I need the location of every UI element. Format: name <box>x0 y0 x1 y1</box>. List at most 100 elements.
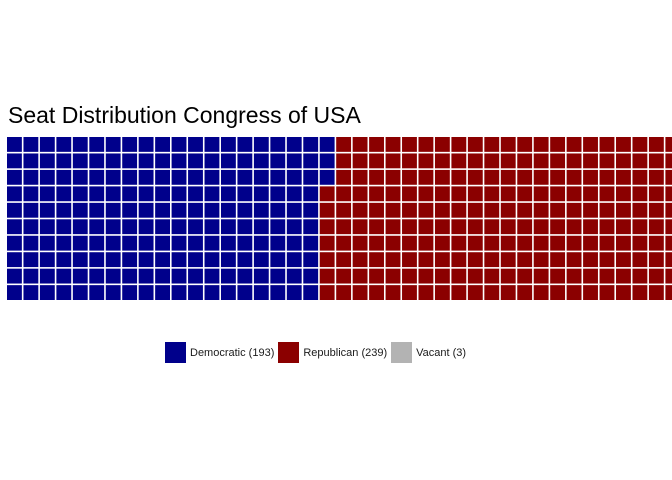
seat-republican <box>648 285 664 300</box>
seat-democratic <box>253 235 269 251</box>
seat-republican <box>632 285 648 300</box>
seat-republican <box>500 153 516 169</box>
seat-democratic <box>39 137 55 152</box>
seat-republican <box>533 202 549 218</box>
seat-democratic <box>105 169 121 185</box>
seat-republican <box>484 202 500 218</box>
seat-democratic <box>23 202 39 218</box>
seat-democratic <box>171 137 187 152</box>
seat-republican <box>369 137 384 152</box>
seat-republican <box>616 235 631 251</box>
seat-democratic <box>138 202 154 218</box>
seat-republican <box>648 219 664 235</box>
seat-republican <box>616 186 631 202</box>
seat-republican <box>566 252 582 268</box>
seat-democratic <box>23 186 39 202</box>
seat-republican <box>369 153 384 169</box>
seat-democratic <box>105 285 121 300</box>
seat-republican <box>451 285 467 300</box>
seat-republican <box>385 186 401 202</box>
seat-democratic <box>56 285 72 300</box>
seat-democratic <box>319 153 335 169</box>
seat-republican <box>616 285 631 300</box>
seat-democratic <box>89 268 105 284</box>
seat-republican <box>583 202 598 218</box>
seat-democratic <box>89 137 105 152</box>
seat-republican <box>418 285 434 300</box>
seat-republican <box>319 252 335 268</box>
seat-democratic <box>105 186 121 202</box>
seat-democratic <box>72 137 88 152</box>
seat-democratic <box>7 252 22 268</box>
seat-democratic <box>286 169 302 185</box>
seat-republican <box>550 219 566 235</box>
seat-democratic <box>138 186 154 202</box>
seat-democratic <box>237 252 253 268</box>
seat-republican <box>632 202 648 218</box>
seat-democratic <box>204 186 220 202</box>
seat-republican <box>402 268 417 284</box>
seat-republican <box>451 169 467 185</box>
seat-republican <box>566 219 582 235</box>
seat-democratic <box>7 137 22 152</box>
seat-democratic <box>155 252 170 268</box>
seat-republican <box>369 202 384 218</box>
seat-democratic <box>72 153 88 169</box>
seat-republican <box>418 268 434 284</box>
seat-democratic <box>237 268 253 284</box>
seat-republican <box>550 169 566 185</box>
seat-democratic <box>204 235 220 251</box>
seat-republican <box>517 153 533 169</box>
seat-republican <box>599 137 615 152</box>
seat-democratic <box>7 268 22 284</box>
seat-democratic <box>253 202 269 218</box>
seat-democratic <box>253 169 269 185</box>
seat-democratic <box>39 186 55 202</box>
seat-democratic <box>23 235 39 251</box>
seat-democratic <box>237 285 253 300</box>
seat-democratic <box>237 202 253 218</box>
seat-republican <box>451 186 467 202</box>
seat-republican <box>533 235 549 251</box>
seat-republican <box>402 252 417 268</box>
seat-democratic <box>171 169 187 185</box>
seat-republican <box>517 186 533 202</box>
seat-republican <box>385 137 401 152</box>
seat-republican <box>550 186 566 202</box>
seat-democratic <box>122 153 138 169</box>
seat-democratic <box>39 268 55 284</box>
seat-republican <box>500 137 516 152</box>
seat-democratic <box>303 235 319 251</box>
seat-republican <box>583 235 598 251</box>
seat-republican <box>434 153 450 169</box>
seat-republican <box>648 169 664 185</box>
seat-democratic <box>39 169 55 185</box>
seat-democratic <box>122 186 138 202</box>
seat-republican <box>434 137 450 152</box>
seat-republican <box>517 268 533 284</box>
seat-republican <box>665 285 672 300</box>
seat-democratic <box>122 285 138 300</box>
seat-republican <box>533 219 549 235</box>
seat-republican <box>319 202 335 218</box>
seat-democratic <box>286 252 302 268</box>
seat-democratic <box>72 202 88 218</box>
seat-republican <box>336 137 352 152</box>
seat-democratic <box>220 268 236 284</box>
seat-republican <box>665 219 672 235</box>
seat-democratic <box>204 252 220 268</box>
seat-democratic <box>286 186 302 202</box>
seat-democratic <box>220 235 236 251</box>
seat-democratic <box>89 153 105 169</box>
seat-democratic <box>7 285 22 300</box>
seat-republican <box>500 285 516 300</box>
seat-democratic <box>237 186 253 202</box>
seat-republican <box>336 219 352 235</box>
seat-democratic <box>39 285 55 300</box>
seat-democratic <box>171 186 187 202</box>
seat-democratic <box>286 219 302 235</box>
seat-democratic <box>286 235 302 251</box>
seat-democratic <box>220 285 236 300</box>
seat-republican <box>418 252 434 268</box>
seat-republican <box>369 285 384 300</box>
